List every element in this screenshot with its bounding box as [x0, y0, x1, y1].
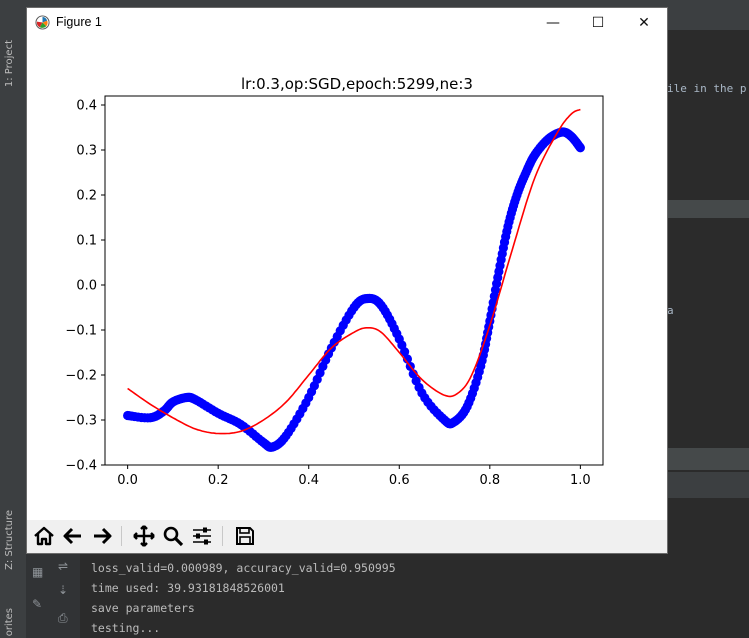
- pin-icon[interactable]: ✎: [32, 597, 43, 611]
- layout-icon[interactable]: ▦: [32, 565, 44, 579]
- y-tick-label: −0.4: [65, 459, 97, 474]
- y-tick-label: 0.3: [76, 144, 97, 159]
- x-tick-label: 0.4: [298, 473, 319, 488]
- figure-canvas[interactable]: lr:0.3,op:SGD,epoch:5299,ne:3 0.0 0.2 0.4 0…: [27, 38, 667, 520]
- toolbar-separator: [222, 526, 223, 546]
- navigation-toolbar: [27, 520, 667, 553]
- favorites-tab[interactable]: orites: [4, 608, 15, 636]
- minimize-icon: —: [546, 15, 560, 31]
- console-line: loss_valid=0.000989, accuracy_valid=0.95…: [91, 561, 396, 575]
- maximize-icon: ☐: [591, 15, 605, 31]
- scatter-series: [123, 127, 585, 452]
- print-icon[interactable]: ⎙: [58, 611, 68, 625]
- scroll-to-end-icon[interactable]: ⇣: [58, 583, 69, 597]
- editor-text-fragment: ile in the p: [667, 82, 747, 95]
- pan-icon: [132, 525, 155, 547]
- ide-left-toolbar: 1: Project Z: Structure orites: [0, 0, 27, 638]
- configure-subplots-icon: [192, 527, 211, 545]
- maximize-button[interactable]: ☐: [580, 12, 616, 34]
- console-line: save parameters: [91, 601, 195, 615]
- forward-arrow-icon: [93, 527, 111, 545]
- x-tick-label: 0.8: [479, 473, 500, 488]
- forward-button[interactable]: [88, 523, 115, 549]
- chart-title: lr:0.3,op:SGD,epoch:5299,ne:3: [241, 75, 473, 93]
- save-button[interactable]: [231, 523, 258, 549]
- console-line: testing...: [91, 621, 161, 635]
- zoom-button[interactable]: [159, 523, 186, 549]
- run-console: [26, 552, 749, 638]
- favorites-tab-label: orites: [4, 608, 15, 637]
- axes-frame: [104, 95, 604, 466]
- chart-svg: lr:0.3,op:SGD,epoch:5299,ne:3 0.0 0.2 0.4 0…: [65, 75, 604, 488]
- close-button[interactable]: ✕: [626, 12, 662, 34]
- scatter-point: [400, 347, 410, 357]
- project-tab-label: 1: Project: [4, 40, 15, 88]
- structure-tab-label: Z: Structure: [4, 510, 15, 570]
- y-tick-label: −0.3: [65, 414, 97, 429]
- window-title: Figure 1: [56, 15, 102, 29]
- save-icon: [235, 527, 254, 545]
- figure-window: Figure 1 — ☐ ✕ lr:0.3,op:SGD,epoch:5299,…: [27, 8, 667, 553]
- back-arrow-icon: [63, 527, 81, 545]
- x-tick-label: 0.0: [117, 473, 138, 488]
- matplotlib-logo-icon: [35, 15, 50, 30]
- console-gutter: ▦ ⇌ ⇣ ✎ ⎙: [26, 552, 80, 638]
- zoom-icon: [163, 526, 183, 547]
- y-tick-label: 0.0: [76, 279, 97, 294]
- soft-wrap-icon[interactable]: ⇌: [58, 559, 69, 573]
- x-tick-label: 1.0: [570, 473, 591, 488]
- close-icon: ✕: [638, 15, 650, 31]
- y-tick-label: 0.1: [76, 234, 97, 249]
- pan-button[interactable]: [130, 523, 157, 549]
- y-tick-label: 0.4: [76, 99, 97, 114]
- back-button[interactable]: [59, 523, 86, 549]
- scatter-point: [402, 354, 413, 364]
- home-icon: [33, 526, 54, 546]
- minimize-button[interactable]: —: [535, 12, 571, 34]
- x-tick-label: 0.6: [389, 473, 410, 488]
- y-tick-label: 0.2: [76, 189, 97, 204]
- project-tab[interactable]: 1: Project: [4, 40, 15, 87]
- home-button[interactable]: [30, 523, 57, 549]
- y-tick-label: −0.2: [65, 369, 97, 384]
- structure-tab[interactable]: Z: Structure: [4, 510, 15, 570]
- window-titlebar[interactable]: Figure 1 — ☐ ✕: [27, 8, 667, 38]
- fit-line-series: [127, 108, 581, 435]
- scatter-point: [575, 143, 585, 153]
- x-tick-label: 0.2: [208, 473, 229, 488]
- toolbar-separator: [121, 526, 122, 546]
- configure-subplots-button[interactable]: [188, 523, 215, 549]
- console-line: time used: 39.93181848526001: [91, 581, 285, 595]
- y-tick-label: −0.1: [65, 324, 97, 339]
- editor-text-fragment-2: a: [667, 304, 674, 317]
